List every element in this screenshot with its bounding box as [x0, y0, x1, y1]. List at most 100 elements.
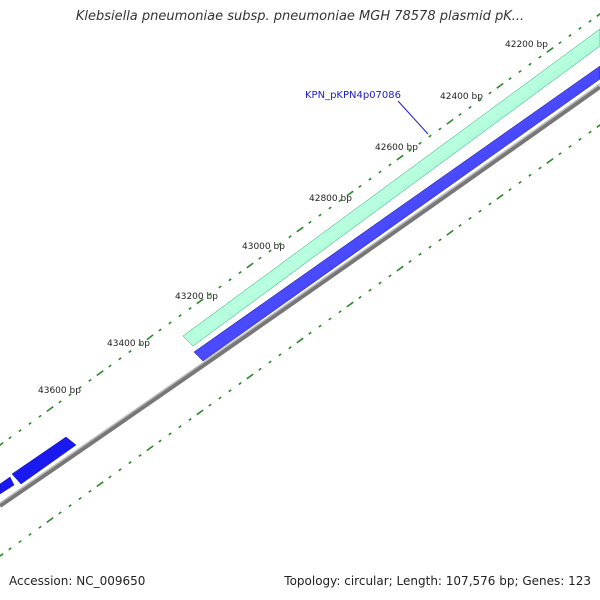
- inner-tick-60: [596, 124, 600, 128]
- map-title: Klebsiella pneumoniae subsp. pneumoniae …: [75, 9, 525, 24]
- inner-tick-34: [338, 310, 342, 314]
- inner-tick-3: [28, 532, 32, 536]
- inner-tick-26: [258, 367, 262, 371]
- outer-tick-1: [8, 436, 12, 440]
- outer-tick-32: [318, 213, 322, 217]
- accession-label: Accession: NC_009650: [9, 574, 146, 588]
- outer-tick-56: [558, 41, 562, 45]
- outer-tick-14: [138, 342, 142, 346]
- inner-tick-44: [438, 238, 442, 242]
- gene-reverse-strand-3[interactable]: [0, 476, 15, 495]
- inner-tick-8: [78, 497, 82, 501]
- outer-tick-58: [578, 26, 582, 30]
- outer-tick-43: [428, 134, 432, 138]
- outer-tick-45: [446, 118, 454, 125]
- outer-tick-31: [308, 220, 312, 224]
- gene-forward-strand[interactable]: [182, 28, 600, 347]
- outer-tick-6: [58, 400, 62, 404]
- outer-tick-30: [296, 226, 304, 233]
- outer-tick-21: [208, 292, 212, 296]
- inner-tick-32: [318, 324, 322, 328]
- inner-tick-2: [18, 540, 22, 544]
- inner-tick-10: [96, 481, 104, 488]
- outer-scale-ticks: [0, 13, 600, 446]
- outer-tick-51: [508, 77, 512, 81]
- inner-tick-39: [388, 274, 392, 278]
- outer-tick-54: [538, 55, 542, 59]
- inner-tick-4: [38, 525, 42, 529]
- outer-tick-37: [368, 177, 372, 181]
- inner-tick-38: [378, 281, 382, 285]
- inner-tick-58: [578, 137, 582, 141]
- inner-tick-14: [138, 453, 142, 457]
- outer-tick-23: [228, 278, 232, 282]
- inner-tick-1: [8, 547, 12, 551]
- outer-tick-8: [78, 386, 82, 390]
- outer-tick-18: [178, 314, 182, 318]
- scale-tick-labels: 42200 bp 42400 bp 42600 bp 42800 bp 4300…: [38, 40, 548, 396]
- outer-tick-10: [96, 370, 104, 377]
- outer-tick-26: [258, 256, 262, 260]
- outer-tick-39: [388, 163, 392, 167]
- outer-tick-2: [18, 429, 22, 433]
- backbone-track: [0, 85, 600, 508]
- inner-tick-24: [238, 382, 242, 386]
- outer-tick-25: [246, 262, 254, 269]
- outer-tick-34: [338, 199, 342, 203]
- inner-tick-9: [88, 489, 92, 493]
- inner-tick-54: [538, 166, 542, 170]
- inner-scale-ticks: [0, 124, 600, 557]
- inner-tick-33: [328, 317, 332, 321]
- inner-tick-49: [488, 202, 492, 206]
- outer-tick-33: [328, 206, 332, 210]
- inner-tick-13: [128, 461, 132, 465]
- inner-tick-25: [246, 373, 254, 380]
- inner-tick-50: [496, 193, 504, 200]
- outer-tick-24: [238, 271, 242, 275]
- outer-tick-41: [408, 148, 412, 153]
- gene-reverse-strand[interactable]: [193, 65, 600, 362]
- inner-tick-56: [558, 152, 562, 156]
- outer-tick-22: [218, 285, 222, 289]
- outer-tick-9: [88, 378, 92, 382]
- inner-tick-7: [68, 504, 72, 508]
- topology-summary: Topology: circular; Length: 107,576 bp; …: [284, 574, 591, 588]
- tick-label-42400: 42400 bp: [440, 92, 483, 102]
- tick-label-43200: 43200 bp: [175, 292, 218, 302]
- inner-tick-36: [358, 295, 362, 299]
- outer-tick-19: [188, 306, 192, 311]
- inner-tick-18: [178, 425, 182, 429]
- inner-tick-6: [58, 511, 62, 515]
- outer-tick-47: [468, 105, 472, 109]
- inner-tick-19: [188, 417, 192, 422]
- inner-tick-45: [446, 229, 454, 236]
- gene-reverse-strand-2[interactable]: [11, 436, 77, 485]
- inner-tick-23: [228, 389, 232, 393]
- inner-tick-48: [478, 209, 482, 213]
- outer-tick-60: [596, 13, 600, 17]
- inner-tick-28: [278, 353, 282, 357]
- inner-tick-11: [108, 475, 112, 479]
- outer-tick-40: [396, 154, 404, 161]
- outer-tick-11: [108, 364, 112, 368]
- outer-tick-42: [418, 141, 422, 145]
- tick-label-43600: 43600 bp: [38, 386, 81, 396]
- inner-tick-21: [208, 403, 212, 407]
- inner-tick-51: [508, 188, 512, 192]
- inner-tick-47: [468, 216, 472, 220]
- inner-tick-17: [168, 432, 172, 436]
- inner-tick-31: [308, 331, 312, 335]
- inner-tick-57: [568, 145, 572, 149]
- outer-tick-36: [358, 184, 362, 188]
- outer-tick-0: [0, 442, 4, 446]
- outer-tick-5: [46, 406, 54, 413]
- inner-tick-35: [346, 301, 354, 308]
- inner-tick-52: [518, 180, 522, 184]
- feature-label[interactable]: KPN_pKPN4p07086: [305, 90, 401, 101]
- outer-tick-16: [158, 328, 162, 332]
- inner-tick-12: [118, 468, 122, 472]
- outer-tick-13: [128, 350, 132, 354]
- inner-tick-15: [146, 445, 154, 452]
